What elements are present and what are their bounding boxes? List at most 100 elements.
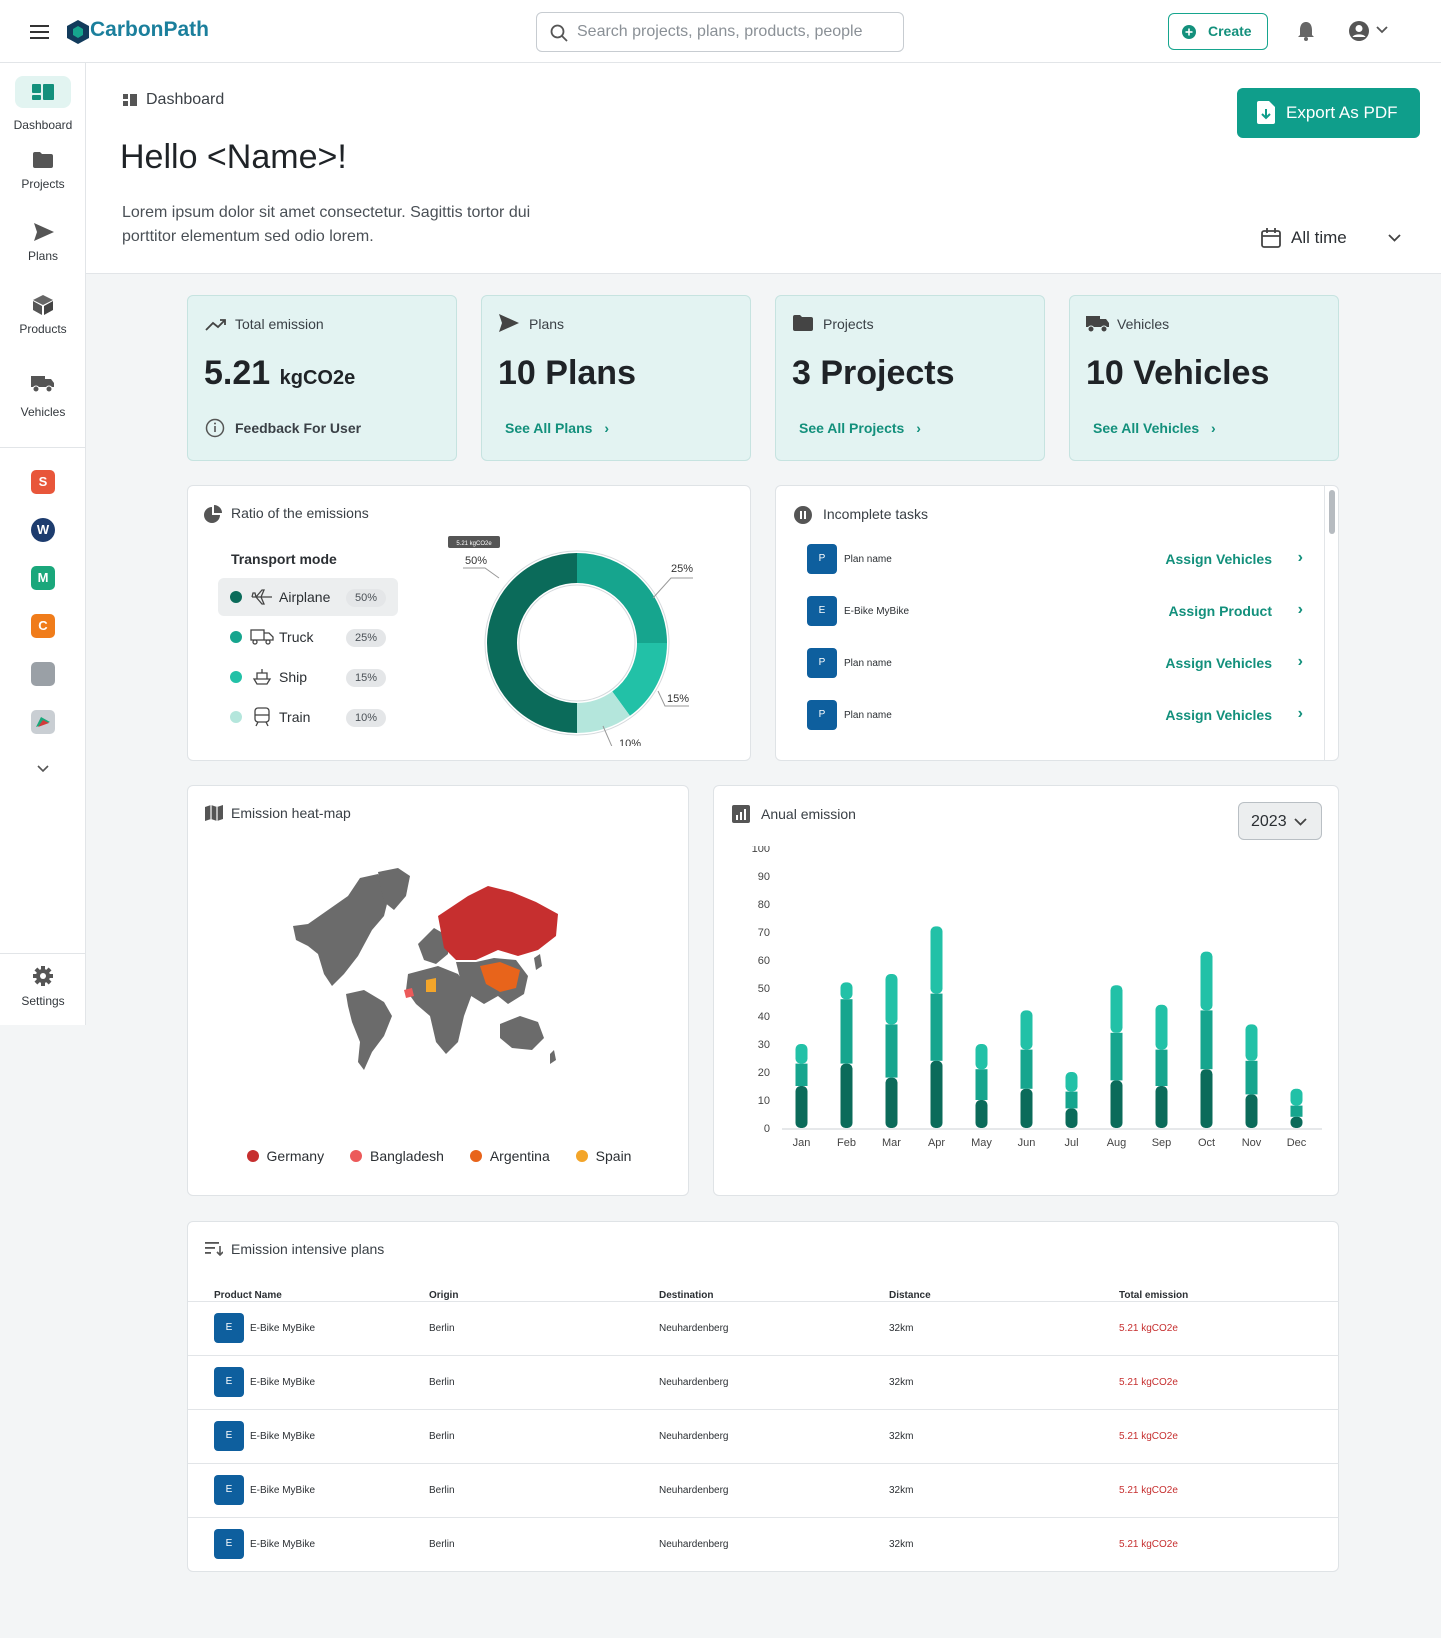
donut-slice-airplane[interactable] bbox=[487, 553, 578, 733]
table-row[interactable]: E E-Bike MyBike Berlin Neuhardenberg 32km 5.2… bbox=[188, 1518, 1339, 1571]
task-row[interactable]: E E-Bike MyBike Assign Product › bbox=[807, 596, 1307, 628]
see-all-vehicles-link[interactable]: See All Vehicles › bbox=[1093, 420, 1216, 436]
time-range-select[interactable]: All time bbox=[1291, 228, 1347, 247]
sidebar-item-settings[interactable]: Settings bbox=[0, 966, 86, 1016]
bar-segment-jan[interactable] bbox=[795, 1044, 808, 1064]
assign-vehicles-link[interactable]: Assign Vehicles bbox=[1165, 707, 1272, 723]
transport-mode-train[interactable]: Train 10% bbox=[218, 698, 398, 736]
bar-segment-jul[interactable] bbox=[1065, 1072, 1078, 1092]
transport-mode-airplane[interactable]: Airplane 50% bbox=[218, 578, 398, 616]
bar-segment-oct[interactable] bbox=[1200, 1069, 1213, 1128]
see-all-projects-link[interactable]: See All Projects › bbox=[799, 420, 921, 436]
chevron-down-icon[interactable] bbox=[1388, 234, 1401, 242]
scrollbar-thumb[interactable] bbox=[1329, 490, 1335, 534]
sidebar-item-plans[interactable]: Plans bbox=[0, 223, 86, 273]
column-header-emission[interactable]: Total emission bbox=[1119, 1290, 1189, 1301]
bar-segment-feb[interactable] bbox=[840, 999, 853, 1064]
legend-swatch bbox=[349, 1150, 362, 1162]
create-button[interactable]: Create bbox=[1168, 13, 1268, 50]
app-shortcut-logo[interactable] bbox=[31, 662, 55, 686]
chevron-down-icon[interactable] bbox=[37, 765, 49, 773]
transport-mode-ship[interactable]: Ship 15% bbox=[218, 658, 398, 696]
bell-icon[interactable] bbox=[1296, 20, 1316, 42]
bar-segment-apr[interactable] bbox=[930, 926, 943, 994]
sidebar-item-products[interactable]: Products bbox=[0, 295, 86, 345]
task-name: E-Bike MyBike bbox=[844, 606, 910, 617]
column-header-origin[interactable]: Origin bbox=[429, 1290, 459, 1301]
search-input[interactable]: Search projects, plans, products, people bbox=[577, 23, 863, 40]
bar-segment-may[interactable] bbox=[975, 1100, 988, 1128]
see-all-plans-link[interactable]: See All Plans › bbox=[505, 420, 609, 436]
bar-segment-jan[interactable] bbox=[795, 1086, 808, 1128]
donut-slice-ship[interactable] bbox=[611, 642, 667, 716]
bar-segment-mar[interactable] bbox=[885, 974, 898, 1025]
bar-segment-dec[interactable] bbox=[1290, 1105, 1303, 1117]
chevron-down-icon[interactable] bbox=[1376, 26, 1388, 34]
bar-segment-mar[interactable] bbox=[885, 1077, 898, 1128]
app-shortcut-w[interactable]: W bbox=[31, 518, 55, 542]
send-icon bbox=[34, 223, 54, 241]
feedback-link[interactable]: Feedback For User bbox=[235, 420, 362, 436]
sidebar-item-vehicles[interactable]: Vehicles bbox=[0, 375, 86, 425]
assign-product-link[interactable]: Assign Product bbox=[1168, 603, 1272, 619]
bar-segment-apr[interactable] bbox=[930, 993, 943, 1061]
bar-segment-oct[interactable] bbox=[1200, 951, 1213, 1011]
breadcrumb[interactable]: Dashboard bbox=[146, 91, 225, 108]
app-shortcut-s[interactable]: S bbox=[31, 470, 55, 494]
scrollbar-track[interactable] bbox=[1324, 486, 1338, 760]
bar-segment-aug[interactable] bbox=[1110, 1032, 1123, 1081]
bar-segment-apr[interactable] bbox=[930, 1060, 943, 1128]
bar-segment-jun[interactable] bbox=[1020, 1010, 1033, 1050]
bar-segment-mar[interactable] bbox=[885, 1024, 898, 1078]
table-row[interactable]: E E-Bike MyBike Berlin Neuhardenberg 32km 5.2… bbox=[188, 1302, 1339, 1355]
bar-segment-feb[interactable] bbox=[840, 1063, 853, 1128]
y-tick-label: 70 bbox=[758, 927, 770, 939]
bar-segment-aug[interactable] bbox=[1110, 1080, 1123, 1128]
brand-name[interactable]: CarbonPath bbox=[90, 18, 210, 41]
sidebar-item-dashboard[interactable]: Dashboard bbox=[0, 76, 86, 136]
bar-segment-jun[interactable] bbox=[1020, 1088, 1033, 1128]
menu-icon[interactable] bbox=[30, 24, 50, 40]
bar-segment-sep[interactable] bbox=[1155, 1004, 1168, 1050]
table-row[interactable]: E E-Bike MyBike Berlin Neuhardenberg 32km 5.2… bbox=[188, 1356, 1339, 1409]
task-row[interactable]: P Plan name Assign Vehicles › bbox=[807, 544, 1307, 576]
export-pdf-button[interactable]: Export As PDF bbox=[1237, 88, 1420, 138]
donut-slice-train[interactable] bbox=[576, 691, 630, 733]
assign-vehicles-link[interactable]: Assign Vehicles bbox=[1165, 655, 1272, 671]
task-row[interactable]: P Plan name Assign Vehicles › bbox=[807, 700, 1307, 732]
sidebar-item-label: Vehicles bbox=[20, 405, 66, 419]
task-row[interactable]: P Plan name Assign Vehicles › bbox=[807, 648, 1307, 680]
app-shortcut-m[interactable]: M bbox=[31, 566, 55, 590]
transport-mode-truck[interactable]: Truck 25% bbox=[218, 618, 398, 656]
table-row[interactable]: E E-Bike MyBike Berlin Neuhardenberg 32km 5.2… bbox=[188, 1464, 1339, 1517]
table-row[interactable]: E E-Bike MyBike Berlin Neuhardenberg 32km 5.2… bbox=[188, 1410, 1339, 1463]
search-box[interactable]: Search projects, plans, products, people bbox=[536, 12, 904, 52]
column-header-product[interactable]: Product Name bbox=[214, 1290, 282, 1301]
donut-slice-truck[interactable] bbox=[576, 553, 667, 644]
bar-segment-jul[interactable] bbox=[1065, 1108, 1078, 1128]
sidebar-item-projects[interactable]: Projects bbox=[0, 151, 86, 201]
bar-segment-sep[interactable] bbox=[1155, 1086, 1168, 1128]
bar-segment-jul[interactable] bbox=[1065, 1091, 1078, 1109]
bar-segment-nov[interactable] bbox=[1245, 1094, 1258, 1128]
bar-segment-aug[interactable] bbox=[1110, 985, 1123, 1033]
dashboard-icon bbox=[123, 94, 137, 106]
app-shortcut-brand[interactable] bbox=[31, 710, 55, 734]
column-header-distance[interactable]: Distance bbox=[889, 1290, 931, 1301]
avatar-icon[interactable] bbox=[1348, 20, 1370, 42]
bar-segment-oct[interactable] bbox=[1200, 1010, 1213, 1070]
bar-segment-may[interactable] bbox=[975, 1044, 988, 1070]
bar-segment-may[interactable] bbox=[975, 1069, 988, 1100]
app-shortcut-c[interactable]: C bbox=[31, 614, 55, 638]
year-select[interactable]: 2023 bbox=[1238, 802, 1322, 840]
bar-segment-dec[interactable] bbox=[1290, 1116, 1303, 1128]
column-header-destination[interactable]: Destination bbox=[659, 1290, 714, 1301]
bar-segment-nov[interactable] bbox=[1245, 1024, 1258, 1061]
bar-segment-dec[interactable] bbox=[1290, 1088, 1303, 1106]
bar-segment-nov[interactable] bbox=[1245, 1060, 1258, 1095]
bar-segment-sep[interactable] bbox=[1155, 1049, 1168, 1086]
assign-vehicles-link[interactable]: Assign Vehicles bbox=[1165, 551, 1272, 567]
bar-segment-jun[interactable] bbox=[1020, 1049, 1033, 1089]
bar-segment-jan[interactable] bbox=[795, 1063, 808, 1086]
bar-segment-feb[interactable] bbox=[840, 982, 853, 1000]
